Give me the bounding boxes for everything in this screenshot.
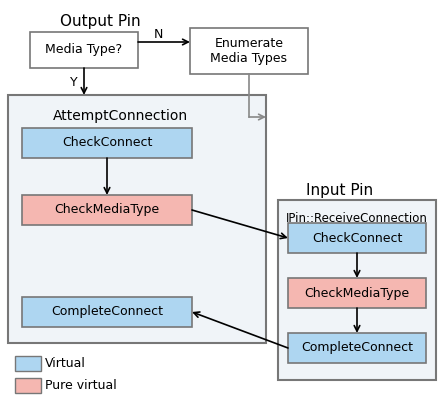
Text: AttemptConnection: AttemptConnection	[53, 109, 187, 123]
Bar	[278, 200, 436, 380]
Text: Enumerate
Media Types: Enumerate Media Types	[210, 37, 287, 65]
Text: N: N	[153, 28, 163, 40]
Text: CheckConnect: CheckConnect	[312, 232, 402, 244]
Text: Output Pin: Output Pin	[60, 14, 140, 29]
Bar	[288, 223, 426, 253]
Bar	[288, 278, 426, 308]
Text: Media Type?: Media Type?	[46, 44, 122, 56]
Text: Pure virtual: Pure virtual	[45, 379, 117, 392]
Text: CompleteConnect: CompleteConnect	[51, 306, 163, 318]
Bar	[15, 378, 41, 393]
Text: Y: Y	[70, 76, 78, 88]
Text: CheckMediaType: CheckMediaType	[305, 286, 410, 300]
Bar	[8, 95, 266, 343]
Text: Virtual: Virtual	[45, 357, 86, 370]
Text: CheckMediaType: CheckMediaType	[54, 204, 160, 216]
Bar	[15, 356, 41, 371]
Bar	[22, 128, 192, 158]
Bar	[22, 195, 192, 225]
Bar	[30, 32, 138, 68]
Text: CheckConnect: CheckConnect	[62, 136, 152, 150]
Bar	[288, 333, 426, 363]
Bar	[190, 28, 308, 74]
Text: Input Pin: Input Pin	[306, 183, 373, 198]
Text: IPin::ReceiveConnection: IPin::ReceiveConnection	[286, 212, 428, 225]
Text: CompleteConnect: CompleteConnect	[301, 342, 413, 354]
Bar	[22, 297, 192, 327]
